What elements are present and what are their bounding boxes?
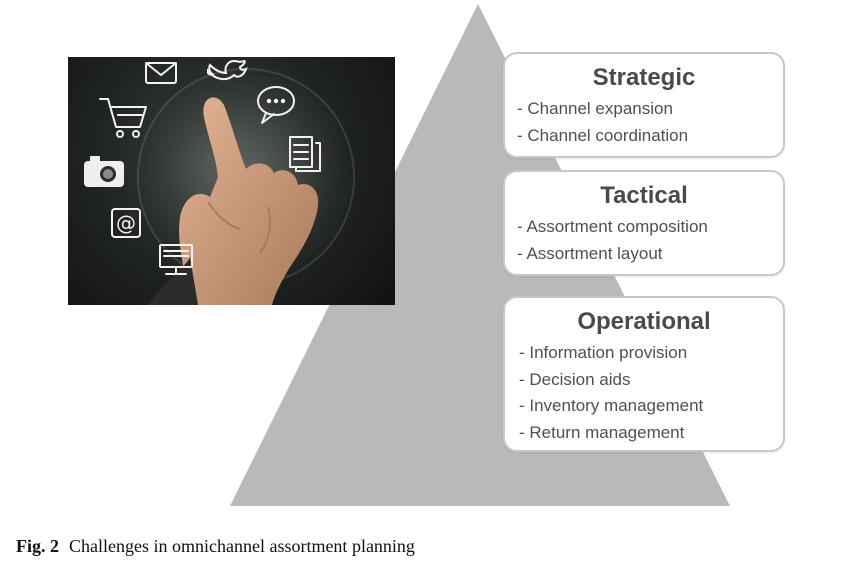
figure-label: Fig. 2 — [16, 536, 59, 556]
operational-title: Operational — [577, 308, 711, 335]
tactical-level-box: Tactical - Assortment composition - Asso… — [503, 170, 785, 276]
tactical-title: Tactical — [600, 182, 688, 209]
camera-icon — [84, 156, 124, 187]
list-item: - Channel coordination — [517, 125, 689, 145]
figure-caption-text: Challenges in omnichannel assortment pla… — [69, 536, 415, 556]
svg-text:@: @ — [116, 211, 136, 235]
operational-items-list: - Information provision - Decision aids … — [505, 340, 783, 446]
chat-bubble-icon — [257, 86, 295, 124]
document-icon — [289, 136, 321, 172]
operational-level-box: Operational - Information provision - De… — [503, 296, 785, 452]
twitter-bird-icon — [207, 59, 248, 81]
shopping-cart-icon — [99, 98, 147, 138]
mail-icon — [145, 62, 177, 84]
list-item: - Channel expansion — [517, 99, 673, 118]
list-item: - Decision aids — [519, 369, 631, 389]
tactical-items-list: - Assortment composition - Assortment la… — [505, 214, 783, 267]
list-item: - Inventory management — [519, 396, 704, 415]
figure-caption: Fig. 2 Challenges in omnichannel assortme… — [16, 536, 415, 557]
at-sign-icon: @ — [111, 208, 141, 238]
list-item: - Return management — [519, 422, 685, 442]
monitor-icon — [159, 244, 193, 275]
strategic-items-list: - Channel expansion - Channel coordinati… — [505, 96, 783, 149]
strategic-level-box: Strategic - Channel expansion - Channel … — [503, 52, 785, 158]
list-item: - Information provision — [519, 343, 688, 362]
strategic-title: Strategic — [592, 64, 696, 91]
list-item: - Assortment layout — [517, 243, 663, 263]
list-item: - Assortment composition — [517, 217, 708, 236]
hand-touching-icons-photo: @ — [68, 57, 395, 305]
hand-image — [148, 97, 319, 305]
